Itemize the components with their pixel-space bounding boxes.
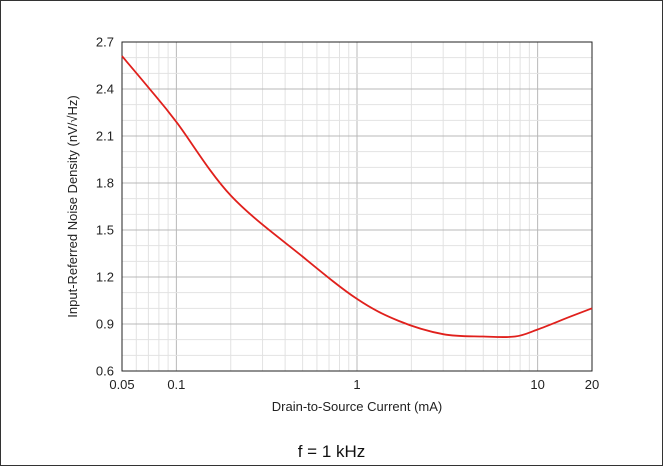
y-tick-label: 1.2 [96, 270, 114, 285]
y-tick-label: 2.4 [96, 82, 114, 97]
y-tick-label: 2.1 [96, 129, 114, 144]
x-tick-labels: 0.05 0.1 1 10 20 [109, 377, 599, 392]
plot-area [121, 41, 593, 372]
x-tick-label: 20 [585, 377, 599, 392]
y-tick-label: 1.5 [96, 223, 114, 238]
series-line [121, 55, 593, 339]
y-tick-labels: 0.6 0.9 1.2 1.5 1.8 2.1 2.4 2.7 [96, 35, 114, 379]
x-axis-label: Drain-to-Source Current (mA) [272, 399, 443, 414]
grid-lines [122, 42, 592, 371]
y-axis-label: Input-Referred Noise Density (nV/√Hz) [65, 95, 80, 317]
noise-density-chart: 0.05 0.1 1 10 20 0.6 0.9 1.2 1.5 1.8 2.1 2.4 2.7 Dr… [65, 35, 599, 415]
frequency-caption: f = 1 kHz [297, 442, 366, 461]
x-tick-label: 10 [530, 377, 544, 392]
x-tick-label: 1 [353, 377, 360, 392]
x-tick-label: 0.1 [167, 377, 185, 392]
y-tick-label: 2.7 [96, 35, 114, 50]
y-tick-label: 0.9 [96, 317, 114, 332]
y-tick-label: 1.8 [96, 176, 114, 191]
x-tick-label: 0.05 [109, 377, 134, 392]
series-layer [121, 55, 593, 339]
y-tick-label: 0.6 [96, 364, 114, 379]
